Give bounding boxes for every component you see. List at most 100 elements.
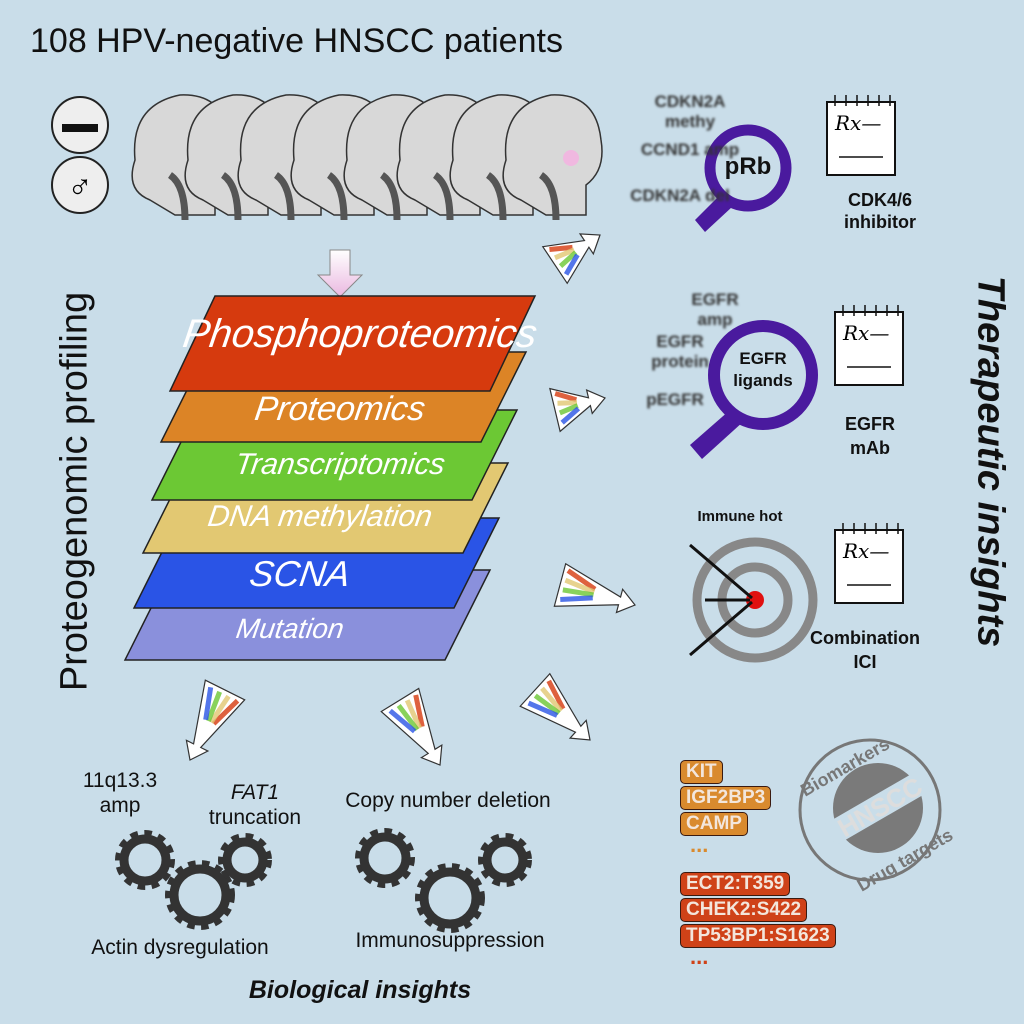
down-arrow-icon (316, 249, 364, 298)
proteogenomic-label: Proteogenomic profiling (53, 291, 96, 692)
hnscc-stamp-icon (798, 738, 942, 882)
arrow-stripe (563, 253, 580, 276)
arrow-stripe (564, 577, 596, 595)
arrow-stripe (554, 247, 576, 261)
layer-dna-methylation: DNA methylation (205, 500, 435, 533)
lens-label: ligands (733, 371, 793, 390)
arrow-stripe (560, 595, 593, 603)
bio-label: truncation (208, 806, 302, 829)
page-title: 108 HPV-negative HNSCC patients (30, 22, 563, 60)
layer-mutation: Mutation (234, 613, 346, 644)
marker: EGFR amp (691, 290, 739, 329)
arrow-stripe (540, 686, 564, 713)
marker: pEGFR (646, 390, 704, 409)
prescription-icons: Rx— Rx— Rx— (826, 95, 904, 604)
layer-scna: SCNA (247, 553, 353, 594)
sex-smoking-icons: ♂ (51, 96, 109, 214)
gear-icon (222, 837, 268, 883)
bio-label: Actin dysregulation (91, 936, 269, 959)
phospho-tag: ECT2:T359 (680, 872, 791, 896)
gear-icon (419, 867, 481, 929)
arrow-stripe (554, 391, 578, 403)
airway (167, 172, 189, 221)
airway (379, 172, 401, 221)
bio-label: 11q13.3 (82, 769, 158, 792)
gear-icon (482, 837, 528, 883)
arrow-stripe (527, 700, 559, 718)
immune-hot-label: Immune hot (697, 508, 783, 525)
arrow-stripe (558, 250, 578, 268)
lens-label: pRb (724, 153, 772, 180)
drug-label: mAb (850, 438, 890, 458)
tumor-dot (563, 150, 579, 166)
airway (273, 172, 295, 221)
gear-icon (119, 834, 171, 886)
layer-transcriptomics: Transcriptomics (233, 448, 448, 481)
airway (326, 172, 348, 221)
magnifier-icon (690, 320, 818, 459)
arrow-stripe (562, 587, 594, 598)
insight-arrows (185, 233, 636, 766)
bio-label: FAT1 (230, 781, 280, 804)
arrow-stripe (546, 679, 566, 710)
target-icon (689, 537, 818, 663)
biomarker-tag: CAMP (680, 812, 748, 836)
patient-head-icon (502, 94, 603, 216)
arrow-stripe (211, 698, 240, 726)
marker: EGFR protein (651, 332, 709, 371)
arrow-stripe (413, 694, 425, 728)
svg-text:♂: ♂ (67, 167, 93, 205)
gear-icon (169, 864, 231, 926)
omics-layers (123, 295, 537, 661)
arrow-stripe (549, 244, 573, 252)
biological-insights-label: Biological insights (248, 976, 472, 1004)
drug-label: Combination (810, 628, 920, 648)
arrow-stripe (533, 693, 561, 716)
rx-text: Rx— (834, 111, 881, 135)
bio-label: Immunosuppression (355, 929, 545, 952)
arrow-stripe (206, 690, 222, 722)
airway (538, 172, 560, 221)
lens-label: EGFR (739, 349, 787, 368)
drug-label: ICI (853, 652, 877, 672)
gears (115, 828, 532, 933)
arrow-stripe (560, 406, 581, 425)
phospho-tag: TP53BP1:S1623 (680, 924, 836, 948)
male-symbol-icon (51, 156, 109, 214)
arrow-stripe (558, 403, 579, 416)
arrow-stripe (557, 400, 578, 406)
marker: CDKN2A del (630, 186, 730, 205)
phospho-tag: CHEK2:S422 (680, 898, 808, 922)
marker: CDKN2A methy (654, 92, 726, 131)
arrow-stripe (203, 686, 214, 721)
layer-phosphoproteomics: Phosphoproteomics (180, 312, 540, 356)
drug-label: EGFR (844, 414, 895, 434)
magnifier-icon (695, 124, 792, 232)
prescription-pad-icon (826, 101, 896, 176)
arrow-stripe (566, 568, 597, 592)
patient-heads (131, 94, 603, 221)
more-dots: ... (690, 832, 709, 857)
arrow-stripe (396, 703, 420, 732)
airway (485, 172, 507, 221)
arrow-stripe (404, 699, 422, 730)
gear-icon (359, 832, 411, 884)
layer-proteomics: Proteomics (252, 390, 428, 428)
therapeutic-label: Therapeutic insights (969, 275, 1012, 648)
bio-label: Copy number deletion (345, 789, 551, 812)
biomarker-tag: KIT (680, 760, 723, 784)
arrow-stripe (388, 708, 417, 734)
rx-text: Rx— (842, 321, 889, 345)
marker: CCND1 amp (640, 140, 740, 159)
airway (432, 172, 454, 221)
airway (220, 172, 242, 221)
bio-label: amp (99, 794, 141, 817)
omics-layer (168, 295, 537, 392)
more-dots: ... (690, 944, 709, 969)
drug-label: inhibitor (844, 212, 916, 232)
drug-label: CDK4/6 (847, 190, 913, 210)
arrow-stripe (208, 694, 231, 724)
rx-text: Rx— (842, 539, 889, 563)
prescription-pad-icon (834, 529, 904, 604)
